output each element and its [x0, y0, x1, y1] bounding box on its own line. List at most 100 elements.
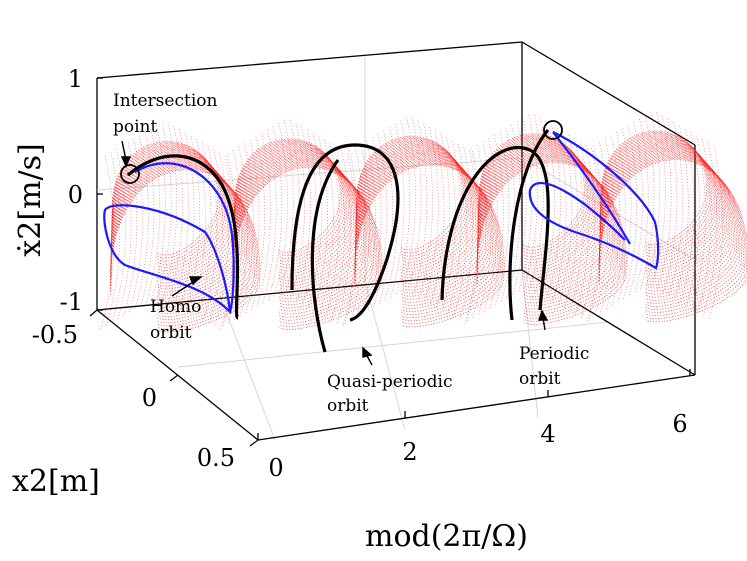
mesh-line: [476, 158, 622, 316]
mesh-line: [111, 148, 229, 274]
mesh-rib: [446, 140, 462, 316]
mesh-line: [476, 161, 627, 325]
grid-line: [521, 269, 539, 419]
mesh-line: [110, 168, 259, 330]
mesh-rib: [279, 119, 294, 296]
mesh-line: [110, 160, 247, 308]
mesh-rib: [557, 131, 573, 307]
mesh-line: [600, 134, 712, 255]
mesh-line: [110, 166, 256, 324]
mesh-rib: [191, 139, 206, 315]
annot-homo-line1: Homo: [150, 297, 201, 317]
mesh-line: [232, 165, 381, 327]
mesh-line: [233, 155, 366, 299]
mesh-rib: [222, 153, 237, 329]
mesh-rib: [569, 138, 584, 314]
mesh-rib: [406, 117, 422, 293]
mesh-line: [598, 159, 747, 323]
quasi-periodic-mesh-surface: [99, 112, 747, 333]
mesh-line: [355, 146, 478, 278]
mesh-line: [354, 160, 500, 319]
mesh-line: [354, 157, 495, 309]
mesh-line: [600, 136, 716, 261]
mesh-rib: [162, 122, 178, 298]
y-tick-label: -0.5: [32, 321, 78, 349]
mesh-line: [599, 143, 726, 279]
mesh-rib: [139, 132, 155, 308]
z-tick-label: 0: [68, 181, 83, 209]
mesh-rib: [105, 152, 121, 328]
mesh-rib: [529, 114, 544, 290]
mesh-rib: [424, 127, 439, 303]
mesh-line: [233, 142, 346, 262]
mesh-rib: [366, 137, 382, 313]
mesh-rib: [256, 133, 271, 309]
mesh-rib: [395, 120, 411, 296]
mesh-rib: [151, 125, 166, 301]
mesh-rib: [290, 123, 306, 299]
annotation-arrows: [120, 140, 549, 366]
x-axis-label: mod(2π/Ω): [365, 519, 528, 554]
grid-line: [219, 295, 276, 441]
mesh-rib: [412, 120, 428, 296]
mesh-rib: [662, 118, 678, 294]
mesh-line: [233, 148, 356, 281]
y-tick-mark: [89, 309, 98, 317]
mesh-rib: [645, 112, 661, 288]
mesh-rib: [307, 133, 323, 309]
mesh-rib: [157, 122, 172, 298]
axes-box-floor: [96, 269, 696, 441]
mesh-line: [355, 148, 481, 285]
mesh-line: [477, 152, 614, 301]
mesh-rib: [580, 144, 596, 320]
mesh-line: [598, 158, 747, 320]
mesh-rib: [441, 137, 456, 313]
mesh-rib: [466, 148, 481, 324]
mesh-rib: [696, 138, 712, 314]
z-axis-label: ẋ2[m/s]: [13, 143, 48, 256]
arrow-quasi-head: [362, 346, 373, 358]
grid-line: [177, 321, 609, 368]
mesh-line: [111, 155, 240, 296]
x-tick-label: 4: [540, 420, 555, 448]
mesh-rib: [540, 121, 556, 297]
mesh-rib: [679, 128, 695, 304]
homo-orbit-right: [528, 131, 660, 270]
mesh-line: [354, 158, 496, 312]
mesh-line: [600, 138, 719, 267]
mesh-rib: [586, 148, 601, 324]
mesh-line: [600, 133, 711, 252]
mesh-rib: [452, 143, 468, 320]
mesh-line: [477, 145, 604, 282]
mesh-line: [478, 138, 592, 260]
x-tick-label: 0: [268, 454, 283, 482]
annot-periodic-line1: Periodic: [519, 344, 589, 364]
annot-intersection-line2: point: [113, 117, 158, 137]
mesh-line: [356, 138, 466, 257]
y-tick-mark: [249, 439, 259, 447]
mesh-rib: [185, 135, 201, 311]
mesh-rib: [494, 131, 510, 307]
mesh-line: [598, 156, 746, 316]
mesh-rib: [389, 123, 405, 300]
mesh-rib: [134, 135, 149, 311]
mesh-line: [477, 143, 600, 276]
mesh-rib: [214, 152, 229, 328]
mesh-line: [233, 153, 363, 293]
mesh-rib: [128, 139, 143, 315]
z-tick-label: 1: [68, 65, 83, 93]
mesh-rib: [145, 129, 161, 305]
mesh-line: [478, 140, 595, 267]
mesh-rib: [197, 142, 212, 318]
mesh-line: [599, 152, 739, 304]
mesh-rib: [674, 125, 689, 301]
mesh-rib: [418, 123, 433, 300]
mesh-rib: [517, 118, 533, 294]
mesh-rib: [250, 136, 266, 312]
mesh-line: [233, 151, 359, 287]
mesh-line: [355, 144, 475, 272]
grid-line: [364, 281, 406, 431]
mesh-line: [111, 153, 237, 290]
mesh-line: [478, 139, 593, 264]
